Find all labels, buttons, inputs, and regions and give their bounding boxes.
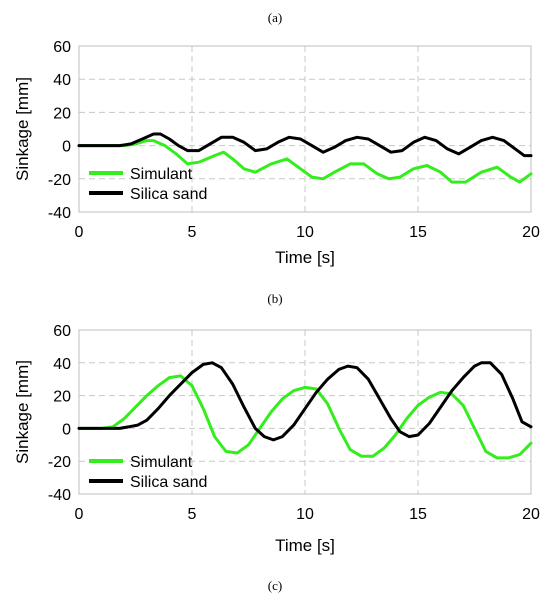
panel-label-a: (a) (268, 10, 282, 25)
x-tick-label: 10 (296, 506, 314, 523)
chart-a-sinkage: -40 -20 0 20 40 60 0 5 10 15 20 Time [s] Sinkage [mm… (13, 39, 540, 267)
y-tick-label: 40 (53, 72, 71, 89)
x-axis-title: Time [s] (275, 248, 335, 267)
y-axis-title: Sinkage [mm] (13, 360, 32, 464)
y-tick-label: 60 (53, 39, 71, 56)
series-line-simulant (77, 139, 533, 184)
series-line-silica-sand (77, 361, 533, 442)
x-axis-title: Time [s] (275, 536, 335, 555)
panel-label-c: (c) (268, 578, 282, 593)
y-tick-label: -20 (48, 172, 71, 189)
plot-frame (78, 329, 532, 495)
x-tick-label: 15 (409, 224, 427, 241)
y-axis-title: Sinkage [mm] (13, 77, 32, 181)
y-tick-label: 40 (53, 356, 71, 373)
y-tick-label: 60 (53, 323, 71, 340)
chart-b-sinkage: -40 -20 0 20 40 60 0 5 10 15 20 Time [s] Sinkage [mm… (13, 323, 540, 555)
y-tick-label: 20 (53, 389, 71, 406)
legend-label-silica-sand: Silica sand (130, 186, 207, 203)
x-tick-label: 0 (75, 224, 84, 241)
plot-frame (78, 45, 532, 213)
x-tick-label: 5 (188, 224, 197, 241)
legend-label-simulant: Simulant (130, 166, 193, 183)
x-tick-label: 0 (75, 506, 84, 523)
y-tick-label: -40 (48, 487, 71, 504)
y-tick-label: -40 (48, 205, 71, 222)
x-tick-label: 10 (296, 224, 314, 241)
series-line-simulant (77, 374, 533, 460)
y-tick-label: -20 (48, 454, 71, 471)
x-tick-label: 20 (522, 224, 540, 241)
panel-label-b: (b) (267, 291, 282, 306)
y-tick-label: 0 (62, 421, 71, 438)
legend-label-simulant: Simulant (130, 454, 193, 471)
x-tick-label: 20 (522, 506, 540, 523)
series-line-silica-sand (77, 132, 533, 158)
x-tick-label: 5 (188, 506, 197, 523)
y-tick-label: 20 (53, 105, 71, 122)
legend-label-silica-sand: Silica sand (130, 474, 207, 491)
x-tick-label: 15 (409, 506, 427, 523)
y-tick-label: 0 (62, 139, 71, 156)
